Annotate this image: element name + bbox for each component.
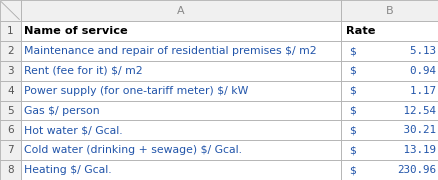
Bar <box>0 61 21 81</box>
Text: Power supply (for one-tariff meter) $/ kW: Power supply (for one-tariff meter) $/ k… <box>24 86 248 96</box>
Text: 230.96: 230.96 <box>397 165 436 175</box>
Text: 1: 1 <box>7 26 14 36</box>
Bar <box>0 81 21 101</box>
Text: 8: 8 <box>7 165 14 175</box>
Bar <box>21 140 341 160</box>
Bar <box>0 120 21 140</box>
Bar <box>21 81 341 101</box>
Text: Cold water (drinking + sewage) $/ Gcal.: Cold water (drinking + sewage) $/ Gcal. <box>24 145 242 155</box>
Text: Rent (fee for it) $/ m2: Rent (fee for it) $/ m2 <box>24 66 143 76</box>
Text: $: $ <box>349 66 356 76</box>
Text: Maintenance and repair of residential premises $/ m2: Maintenance and repair of residential pr… <box>24 46 317 56</box>
Text: 3: 3 <box>7 66 14 76</box>
Bar <box>341 140 438 160</box>
Bar <box>0 101 21 120</box>
Text: $: $ <box>349 86 356 96</box>
Bar <box>341 0 438 21</box>
Text: 13.19: 13.19 <box>397 145 436 155</box>
Text: 7: 7 <box>7 145 14 155</box>
Bar <box>21 160 341 180</box>
Text: 5.13: 5.13 <box>397 46 436 56</box>
Bar <box>0 21 21 41</box>
Bar <box>0 41 21 61</box>
Bar <box>341 101 438 120</box>
Text: Rate: Rate <box>346 26 375 36</box>
Text: 6: 6 <box>7 125 14 135</box>
Text: Gas $/ person: Gas $/ person <box>24 105 100 116</box>
Bar <box>341 21 438 41</box>
Text: Hot water $/ Gcal.: Hot water $/ Gcal. <box>24 125 123 135</box>
Text: $: $ <box>349 145 356 155</box>
Bar <box>341 61 438 81</box>
Text: A: A <box>177 6 185 16</box>
Text: 4: 4 <box>7 86 14 96</box>
Text: Heating $/ Gcal.: Heating $/ Gcal. <box>24 165 112 175</box>
Text: B: B <box>385 6 393 16</box>
Bar <box>21 41 341 61</box>
Text: 30.21: 30.21 <box>397 125 436 135</box>
Text: $: $ <box>349 105 356 116</box>
Bar <box>21 101 341 120</box>
Text: 2: 2 <box>7 46 14 56</box>
Text: $: $ <box>349 165 356 175</box>
Bar <box>341 81 438 101</box>
Text: $: $ <box>349 125 356 135</box>
Text: 5: 5 <box>7 105 14 116</box>
Bar <box>341 120 438 140</box>
Bar <box>0 140 21 160</box>
Bar <box>0 0 21 21</box>
Bar <box>21 61 341 81</box>
Bar <box>341 41 438 61</box>
Text: Name of service: Name of service <box>24 26 128 36</box>
Text: 1.17: 1.17 <box>397 86 436 96</box>
Bar <box>0 160 21 180</box>
Bar <box>21 0 341 21</box>
Bar <box>21 21 341 41</box>
Bar <box>341 160 438 180</box>
Text: 12.54: 12.54 <box>397 105 436 116</box>
Text: $: $ <box>349 46 356 56</box>
Text: 0.94: 0.94 <box>397 66 436 76</box>
Bar <box>21 120 341 140</box>
